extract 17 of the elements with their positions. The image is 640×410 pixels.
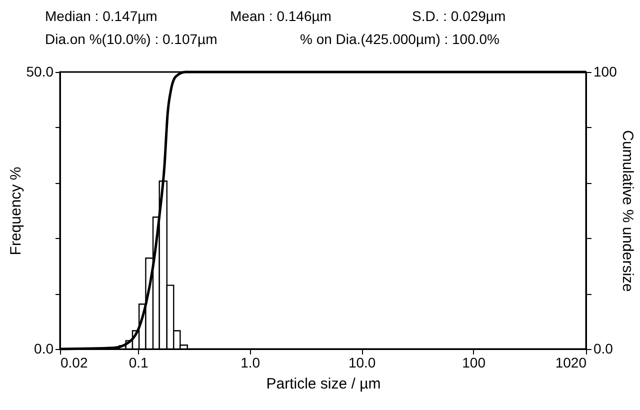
x-tick-label: 0.02 (60, 354, 88, 370)
y-axis-title: Frequency % (7, 166, 24, 256)
y-tick-label: 50.0 (26, 64, 54, 80)
text: Median : 0.147µm (45, 8, 158, 24)
y2-tick-label: 0.0 (594, 340, 614, 356)
x-tick-label: 1020 (555, 354, 587, 370)
y2-tick-label: 100 (594, 64, 618, 80)
y2-axis-title: Cumulative % undersize (618, 130, 636, 292)
x-tick-label: 100 (462, 354, 486, 370)
text: Dia.on %(10.0%) : 0.107µm (45, 31, 218, 47)
x-tick-label: 0.1 (128, 354, 149, 370)
text: S.D. : 0.029µm (412, 8, 506, 24)
x-axis-title: Particle size / µm (266, 376, 381, 392)
x-tick-label: 1.0 (240, 354, 260, 370)
text: % on Dia.(425.000µm) : 100.0% (300, 31, 500, 47)
x-tick-label: 10.0 (348, 354, 376, 370)
text: Mean : 0.146µm (230, 8, 332, 24)
